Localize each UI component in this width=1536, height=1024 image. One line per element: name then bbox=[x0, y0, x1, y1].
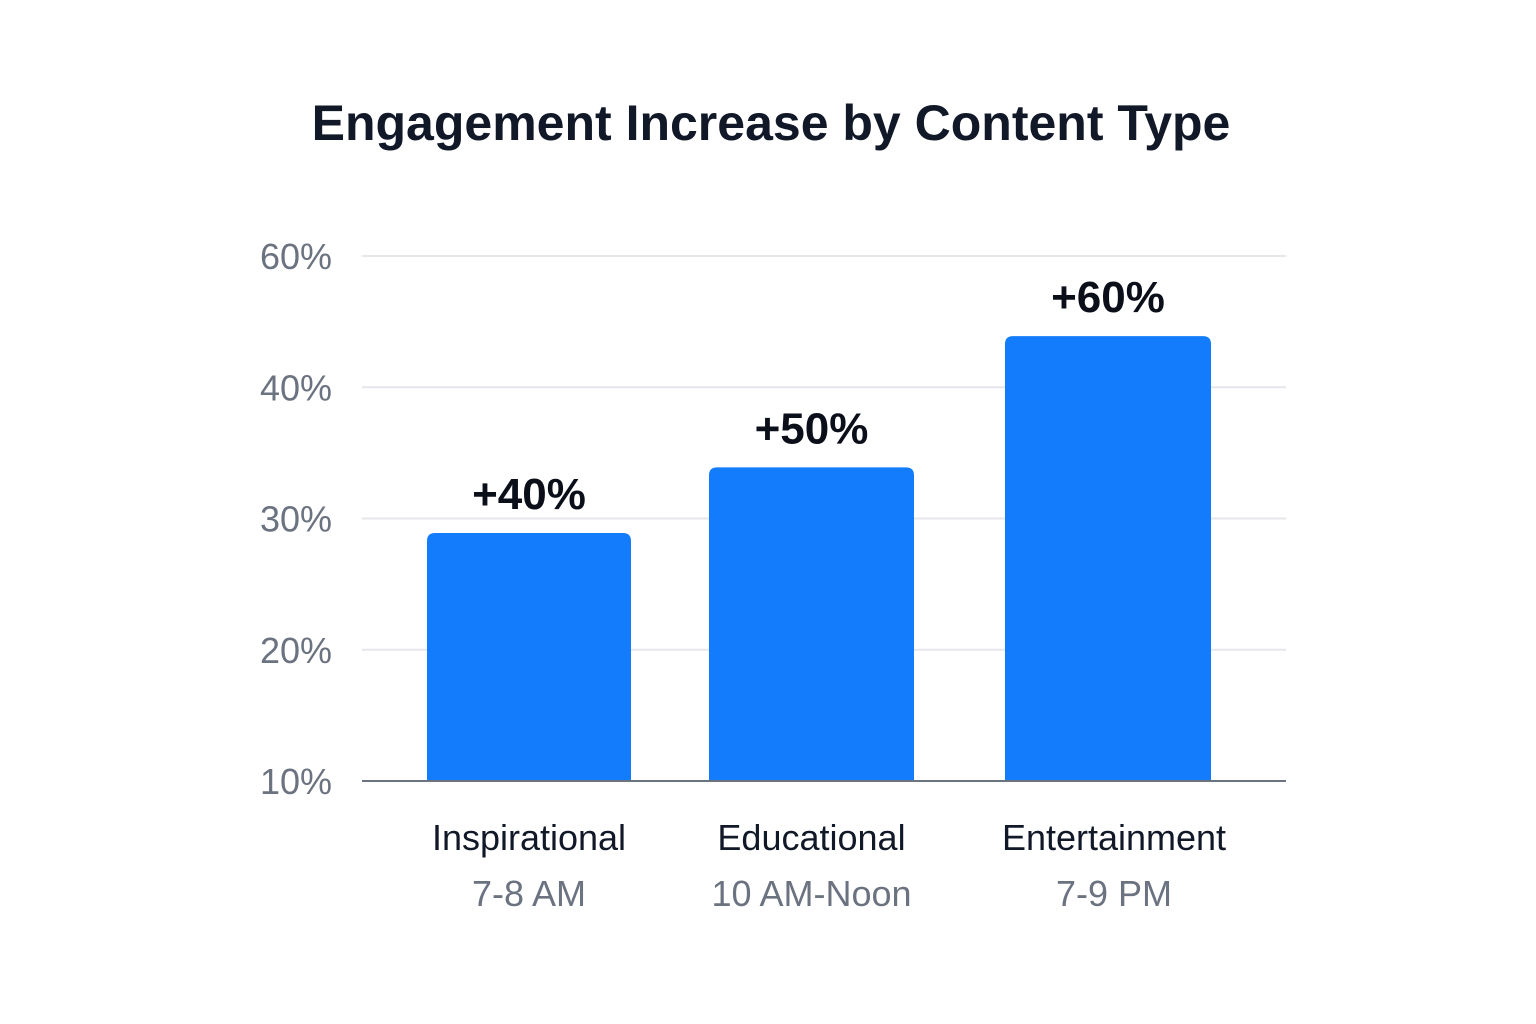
x-tick-label: Inspirational bbox=[432, 817, 626, 858]
x-tick-sublabel: 7-9 PM bbox=[1056, 873, 1172, 914]
bars: +40% +50% +60% bbox=[427, 273, 1211, 781]
chart-title: Engagement Increase by Content Type bbox=[312, 95, 1231, 151]
y-tick-label: 40% bbox=[260, 367, 332, 408]
data-label: +60% bbox=[1051, 273, 1165, 322]
y-tick-label: 10% bbox=[260, 761, 332, 802]
y-axis-ticks: 60% 40% 30% 20% 10% bbox=[260, 236, 332, 802]
y-tick-label: 60% bbox=[260, 236, 332, 277]
y-tick-label: 30% bbox=[260, 499, 332, 540]
bar bbox=[1005, 336, 1211, 781]
y-tick-label: 20% bbox=[260, 630, 332, 671]
x-tick-label: Entertainment bbox=[1002, 817, 1226, 858]
bar bbox=[427, 532, 631, 781]
x-tick-sublabel: 7-8 AM bbox=[472, 873, 586, 914]
bar bbox=[709, 467, 914, 781]
x-axis-labels: Inspirational 7-8 AM Educational 10 AM-Noon… bbox=[432, 817, 1226, 914]
data-label: +40% bbox=[472, 470, 586, 519]
x-tick-sublabel: 10 AM-Noon bbox=[711, 873, 911, 914]
data-label: +50% bbox=[755, 404, 869, 453]
x-tick-label: Educational bbox=[717, 817, 905, 858]
